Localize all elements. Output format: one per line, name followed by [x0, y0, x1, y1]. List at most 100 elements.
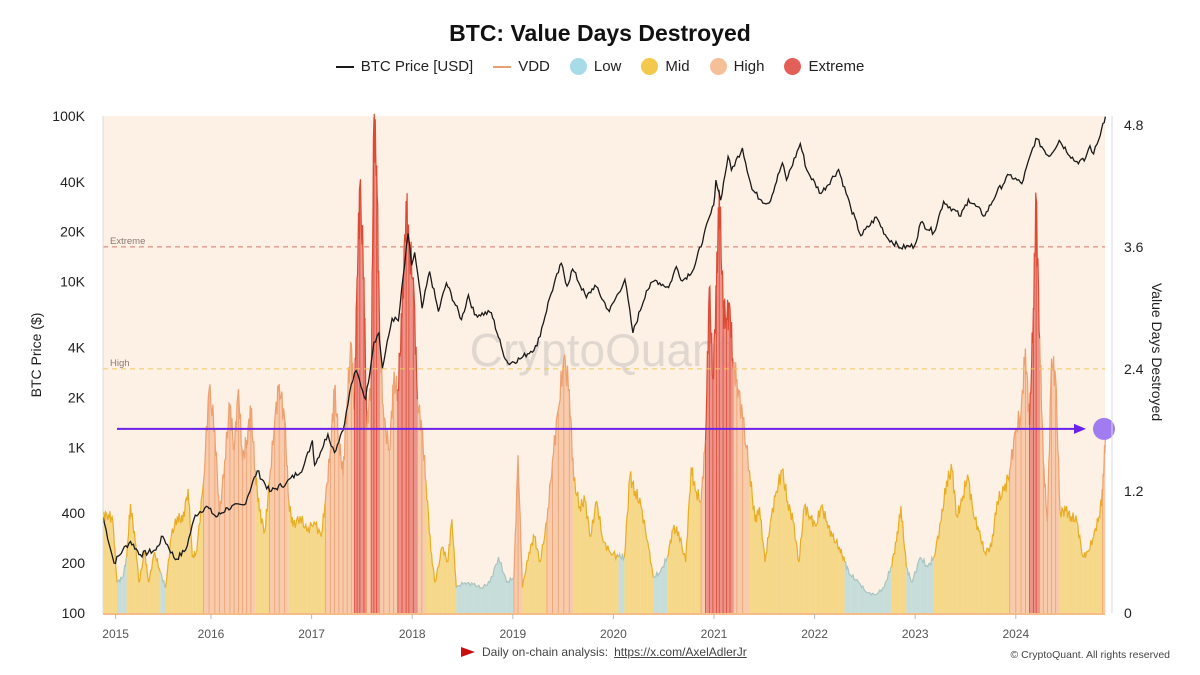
- vdd-area-segment: [117, 577, 123, 613]
- vdd-line-segment: [229, 404, 235, 451]
- right-tick-label: 3.6: [1124, 239, 1144, 255]
- vdd-line-segment: [732, 361, 738, 387]
- vdd-area-segment: [473, 583, 482, 613]
- vdd-area-segment: [927, 557, 934, 613]
- vdd-area-segment: [321, 501, 326, 613]
- vdd-line-segment: [609, 549, 620, 561]
- vdd-area-segment: [108, 511, 113, 613]
- vdd-line-segment: [274, 384, 280, 420]
- vdd-line-segment: [116, 576, 124, 584]
- vdd-line-segment: [911, 556, 921, 583]
- vdd-line-segment: [858, 582, 868, 594]
- vdd-line-segment: [233, 389, 240, 451]
- vdd-area-segment: [603, 541, 611, 613]
- vdd-area-segment: [1043, 460, 1048, 613]
- vdd-area-segment: [144, 552, 149, 613]
- vdd-line-segment: [867, 592, 876, 596]
- left-tick-label: 20K: [60, 224, 86, 240]
- vdd-line-segment: [107, 511, 114, 523]
- vdd-line-segment: [890, 541, 897, 568]
- vdd-area-segment: [691, 467, 696, 613]
- left-tick-label: 100K: [52, 108, 85, 124]
- vdd-area-segment: [351, 343, 355, 613]
- vdd-line-segment: [672, 524, 680, 537]
- legend-swatch: [641, 58, 659, 75]
- vdd-area-segment: [759, 507, 765, 613]
- vdd-area-segment: [306, 521, 315, 613]
- vdd-area-segment: [1055, 379, 1061, 613]
- vdd-area-segment: [579, 495, 585, 613]
- vdd-area-segment: [366, 379, 372, 613]
- x-axis-ticks: 2015 2016 2017 2018 2019 2020 2021 2022 2023 2024: [102, 614, 1029, 641]
- vdd-area-segment: [678, 531, 686, 613]
- vdd-line-segment: [278, 384, 286, 420]
- vdd-line-segment: [112, 521, 118, 583]
- vdd-line-segment: [1009, 429, 1017, 471]
- vdd-area-segment: [126, 504, 131, 613]
- vdd-line-segment: [208, 384, 216, 433]
- legend-item-extreme[interactable]: Extreme: [784, 58, 864, 75]
- vdd-line-segment: [623, 476, 631, 558]
- vdd-area-segment: [383, 417, 390, 613]
- vdd-area-segment: [809, 515, 816, 613]
- vdd-line-segment: [849, 573, 860, 583]
- left-tick-label: 40K: [60, 174, 86, 190]
- vdd-line-segment: [1070, 512, 1078, 523]
- vdd-line-segment: [996, 485, 1005, 506]
- vdd-line-segment: [153, 551, 161, 573]
- x-tick-label: 2024: [1002, 627, 1029, 641]
- vdd-area-segment: [730, 307, 734, 613]
- legend-label: Extreme: [808, 58, 865, 75]
- vdd-area-segment: [736, 379, 743, 613]
- vdd-line-segment: [254, 470, 260, 512]
- vdd-area-segment: [618, 553, 625, 613]
- footer-text: Daily on-chain analysis:: [482, 645, 609, 659]
- vdd-line-segment: [708, 284, 714, 380]
- vdd-line-segment: [397, 312, 403, 392]
- vdd-area-segment: [832, 534, 840, 613]
- vdd-line-segment: [481, 580, 491, 590]
- vdd-area-segment: [1051, 356, 1056, 613]
- legend-item-high[interactable]: High: [709, 58, 764, 75]
- vdd-line-segment: [1039, 338, 1044, 461]
- legend-item-vdd[interactable]: VDD: [493, 58, 550, 75]
- vdd-area-segment: [749, 470, 756, 613]
- vdd-line-segment: [170, 516, 178, 537]
- vdd-line-segment: [528, 533, 535, 555]
- vdd-line-segment: [826, 521, 833, 537]
- vdd-area-segment: [417, 399, 422, 613]
- vdd-line-segment: [1003, 470, 1011, 492]
- vdd-area-segment: [726, 299, 730, 613]
- vdd-area-segment: [624, 476, 630, 613]
- vdd-line-segment: [640, 505, 649, 543]
- vdd-area-segment: [139, 552, 145, 613]
- vdd-line-segment: [383, 417, 390, 451]
- vdd-line-segment: [237, 389, 244, 461]
- annotation-arrow: [117, 417, 1115, 440]
- left-tick-label: 1K: [68, 439, 86, 455]
- vdd-area-segment: [967, 474, 974, 613]
- legend-item-mid[interactable]: Mid: [641, 58, 690, 75]
- footer-link[interactable]: https://x.com/AxelAdlerJr: [614, 645, 747, 659]
- vdd-line-segment: [224, 401, 231, 461]
- vdd-area-segment: [804, 504, 810, 613]
- legend-item-price[interactable]: BTC Price [USD]: [335, 58, 473, 75]
- vdd-area-segment: [154, 552, 161, 613]
- vdd-line-segment: [299, 515, 308, 532]
- vdd-area-segment: [246, 405, 251, 613]
- left-tick-label: 2K: [68, 389, 86, 405]
- vdd-line-segment: [164, 536, 172, 588]
- x-tick-label: 2019: [499, 627, 526, 641]
- legend-item-low[interactable]: Low: [569, 58, 621, 75]
- vdd-area-segment: [640, 506, 648, 613]
- reference-lines: Extreme High: [103, 236, 1105, 370]
- vdd-area-segment: [343, 399, 348, 613]
- vdd-line-segment: [715, 189, 720, 288]
- vdd-line-segment: [919, 556, 929, 568]
- vdd-area-segment: [1029, 307, 1034, 613]
- vdd-area-segment: [214, 429, 220, 613]
- vdd-line-segment: [978, 530, 986, 553]
- vdd-area-segment: [1021, 348, 1026, 613]
- high-line-label: High: [110, 358, 130, 369]
- vdd-line-segment: [933, 521, 942, 558]
